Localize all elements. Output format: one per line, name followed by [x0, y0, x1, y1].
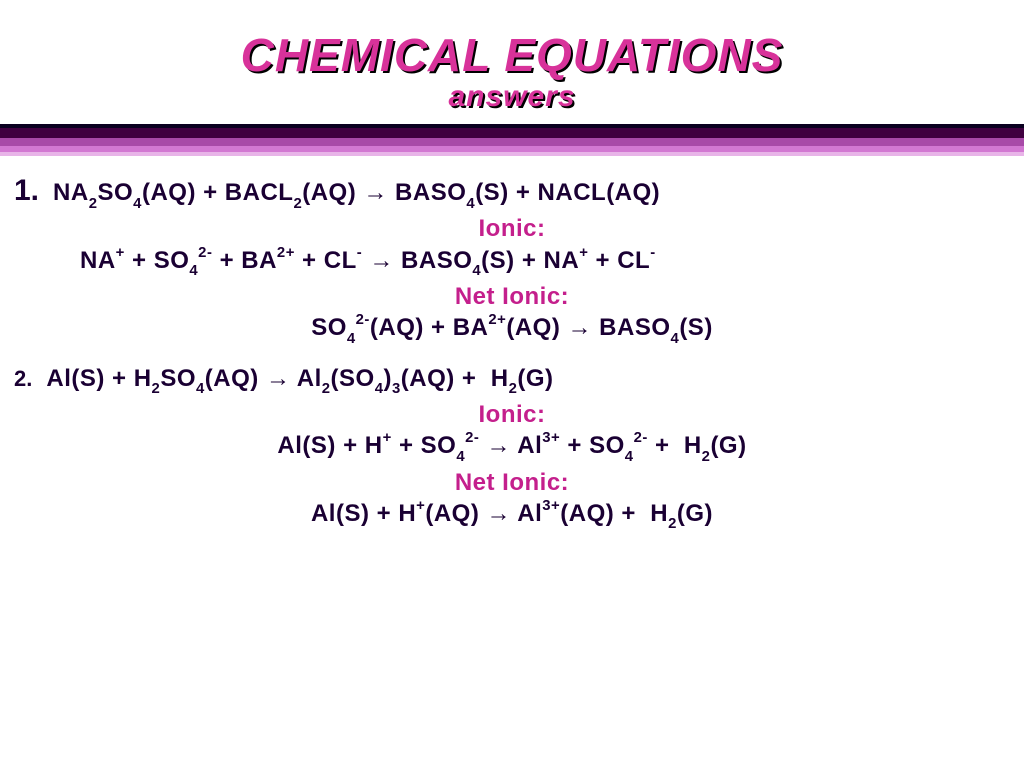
eq2-molecular-row: 2. Al(S) + H2SO4(AQ) → Al2(SO4)3(AQ) + H… — [14, 366, 1010, 402]
eq1-net-label: Net Ionic: — [14, 284, 1010, 309]
eq1-ionic-label: Ionic: — [14, 216, 1010, 241]
title-section: CHEMICAL EQUATIONS answers — [0, 0, 1024, 124]
main-title: CHEMICAL EQUATIONS — [0, 28, 1024, 82]
eq1-molecular: NA2SO4(AQ) + BACL2(AQ) → BASO4(S) + NACL… — [53, 180, 660, 210]
eq1-net: SO42-(AQ) + BA2+(AQ) → BASO4(S) — [14, 315, 1010, 345]
subtitle: answers — [0, 80, 1024, 114]
stripe-2 — [0, 138, 1024, 146]
content-area: 1. NA2SO4(AQ) + BACL2(AQ) → BASO4(S) + N… — [0, 156, 1024, 531]
stripe-1 — [0, 128, 1024, 138]
eq2-net-label: Net Ionic: — [14, 470, 1010, 495]
eq1-ionic: NA+ + SO42- + BA2+ + CL- → BASO4(S) + NA… — [14, 248, 1010, 278]
eq2-molecular: Al(S) + H2SO4(AQ) → Al2(SO4)3(AQ) + H2(G… — [46, 366, 553, 396]
eq1-molecular-row: 1. NA2SO4(AQ) + BACL2(AQ) → BASO4(S) + N… — [14, 174, 1010, 216]
eq2-ionic: Al(S) + H+ + SO42- → Al3+ + SO42- + H2(G… — [14, 433, 1010, 463]
decorative-stripes — [0, 124, 1024, 156]
eq1-number: 1. — [14, 174, 39, 208]
eq2-net: Al(S) + H+(AQ) → Al3+(AQ) + H2(G) — [14, 501, 1010, 531]
eq2-number: 2. — [14, 366, 32, 392]
eq2-ionic-label: Ionic: — [14, 402, 1010, 427]
